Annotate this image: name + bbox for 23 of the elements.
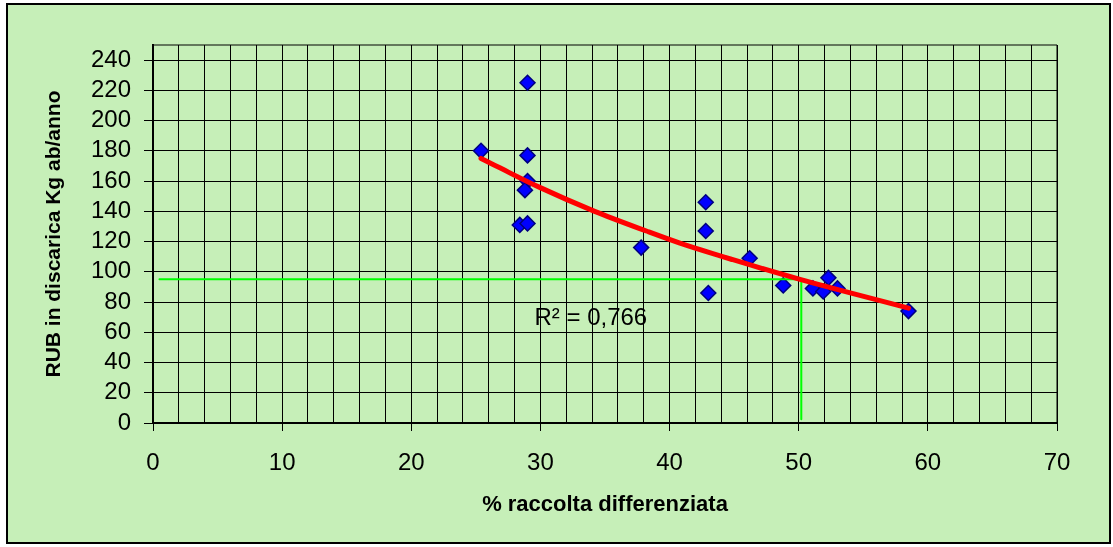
y-tick-label: 160 [90,165,131,193]
x-tick-label: 60 [914,448,942,476]
x-tick-label: 30 [527,448,554,476]
x-tick-label: 10 [268,448,296,476]
y-tick-label: 40 [104,347,131,375]
y-tick-label: 100 [90,256,131,284]
y-tick-label: 140 [90,195,131,223]
y-tick-label: 220 [90,74,131,102]
x-tick-label: 50 [785,448,813,476]
y-tick-label: 60 [104,316,131,344]
y-tick-label: 240 [90,44,131,72]
x-tick-label: 40 [656,448,683,476]
y-tick-label: 0 [117,407,131,435]
x-tick-label: 20 [397,448,425,476]
y-tick-label: 20 [104,377,131,405]
y-tick-label: 80 [104,286,131,314]
y-tick-label: 200 [90,105,131,133]
y-tick-label: 120 [90,226,131,254]
x-tick-label: 70 [1043,448,1071,476]
x-tick-label: 0 [146,448,160,476]
x-axis-title: % raccolta differenziata [482,490,729,516]
y-tick-label: 180 [90,135,131,163]
y-axis-title: RUB in discarica Kg ab/anno [41,90,65,378]
